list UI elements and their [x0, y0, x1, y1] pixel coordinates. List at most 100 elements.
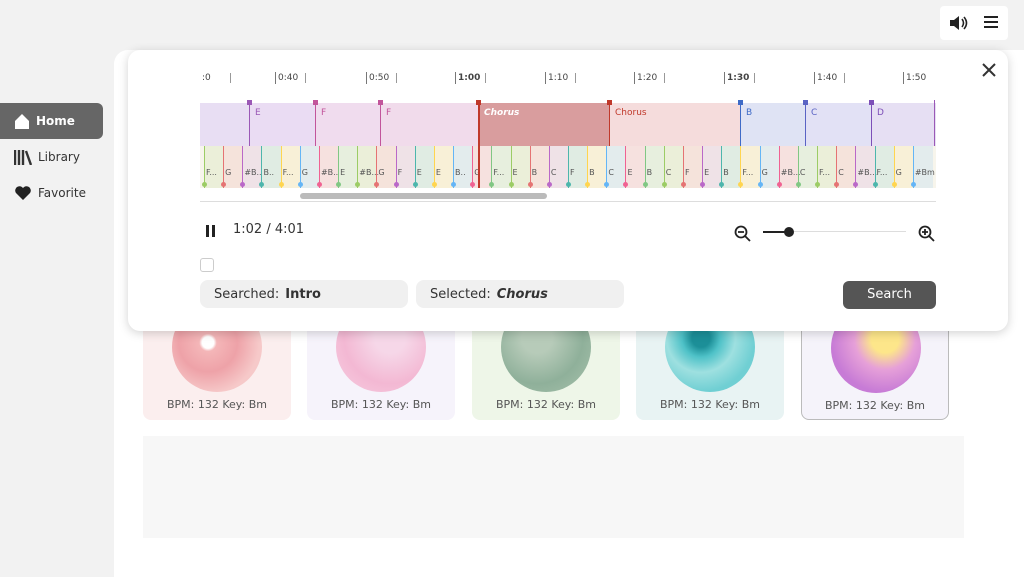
checkbox[interactable] — [200, 258, 214, 272]
chord-dot — [853, 182, 859, 187]
chord-label[interactable]: F... — [493, 168, 505, 177]
section-block[interactable]: Chorus — [478, 103, 609, 146]
chord-bar — [740, 146, 761, 188]
nav-item[interactable]: Library — [0, 139, 103, 175]
section-marker — [313, 100, 318, 105]
chord-dot — [834, 182, 840, 187]
chord-dot — [240, 182, 246, 187]
section-block[interactable]: F — [315, 103, 380, 146]
zoom-in[interactable] — [918, 225, 936, 247]
chord-label[interactable]: #B... — [780, 168, 801, 177]
chord-bar — [357, 146, 378, 188]
chord-label[interactable]: C — [838, 168, 844, 177]
player-modal: :0 0:40 0:50 1:00 1:10 1:20 1:30 1:40 1:50 E F F Cho… — [128, 50, 1008, 331]
chord-label[interactable]: F — [684, 168, 690, 177]
song-caption: BPM: 132 Key: Bm — [167, 398, 267, 411]
chord-dot — [642, 182, 648, 187]
chord-bar — [204, 146, 225, 188]
chord-label[interactable]: E — [627, 168, 633, 177]
zoom-knob[interactable] — [784, 227, 794, 237]
chord-label[interactable]: E — [704, 168, 710, 177]
chord-label[interactable]: C — [665, 168, 672, 177]
song-card[interactable]: BPM: 132 Key: Bm — [801, 303, 949, 420]
section-block[interactable]: Chorus — [609, 103, 740, 146]
song-card[interactable]: BPM: 132 Key: Bm — [472, 302, 620, 420]
chord-label[interactable]: F... — [876, 168, 888, 177]
chord-label[interactable]: #Bm — [914, 168, 935, 177]
chord-label[interactable]: #B... — [857, 168, 878, 177]
minor-tick — [754, 73, 755, 83]
chord-label[interactable]: B.. — [455, 168, 466, 177]
chord-label[interactable]: G — [895, 168, 902, 177]
nav-item[interactable]: Home — [0, 103, 103, 139]
chord-label[interactable]: F — [570, 168, 575, 177]
chord-label[interactable]: B — [589, 168, 595, 177]
chord-bar — [682, 146, 704, 188]
chord-dot — [374, 182, 380, 187]
chord-label[interactable]: C — [799, 168, 806, 177]
volume-icon[interactable] — [948, 14, 968, 32]
searched-value: Intro — [285, 286, 321, 302]
section-block[interactable]: E — [249, 103, 315, 146]
chord-label[interactable]: C — [550, 168, 557, 177]
chord-dot — [527, 182, 533, 187]
chord-label[interactable]: B — [646, 168, 653, 177]
time-tick: 1:30 — [724, 72, 749, 84]
zoom-out[interactable] — [734, 225, 752, 247]
chord-label[interactable]: B.. — [263, 168, 275, 177]
time-tick: 1:40 — [814, 72, 837, 84]
nav-label: Favorite — [38, 186, 86, 200]
search-button[interactable]: Search — [843, 281, 936, 309]
chord-label[interactable]: G — [378, 168, 385, 177]
chord-label[interactable]: F... — [206, 168, 217, 177]
section-marker — [934, 100, 939, 146]
chord-label[interactable]: #B.. — [320, 168, 339, 177]
zoom-track — [763, 231, 906, 232]
chord-label[interactable]: F... — [742, 168, 754, 177]
chord-dot — [221, 182, 227, 187]
song-card[interactable]: BPM: 132 Key: Bm — [636, 302, 784, 420]
time-tick: 0:50 — [366, 72, 389, 84]
section-block[interactable]: D — [871, 103, 936, 146]
minor-tick — [485, 73, 486, 83]
chord-bar — [721, 146, 742, 188]
chord-label[interactable]: E — [416, 168, 422, 177]
chord-label[interactable]: B — [531, 168, 538, 177]
chord-label[interactable]: G — [225, 168, 232, 177]
nav-item[interactable]: Favorite — [0, 175, 103, 211]
chord-label[interactable]: G — [301, 168, 308, 177]
pause-button[interactable] — [205, 223, 217, 242]
menu-icon[interactable] — [983, 15, 999, 29]
chord-bar — [491, 146, 512, 188]
chord-bar — [797, 146, 819, 188]
close-button[interactable] — [981, 62, 997, 78]
chord-bar — [318, 146, 340, 188]
chord-dot — [259, 182, 265, 187]
chord-bar — [568, 146, 589, 188]
section-marker — [738, 100, 743, 105]
chord-label[interactable]: E — [435, 168, 441, 177]
section-block[interactable]: C — [805, 103, 871, 146]
chord-strip: F...G#B..B..F...G#B..E#B...GFEEB..GF...E… — [200, 146, 936, 188]
song-card[interactable]: BPM: 132 Key: Bm — [307, 302, 455, 420]
chord-label[interactable]: #B.. — [244, 168, 262, 177]
chord-label[interactable]: E — [340, 168, 346, 177]
chord-label[interactable]: E — [512, 168, 518, 177]
chord-dot — [623, 182, 629, 187]
chord-label[interactable]: F... — [819, 168, 830, 177]
chord-label[interactable]: B — [723, 168, 729, 177]
chord-bar — [453, 146, 474, 188]
chord-dot — [546, 182, 552, 187]
chord-label[interactable]: C — [608, 168, 614, 177]
chord-label[interactable]: F... — [282, 168, 294, 177]
section-block[interactable]: B — [740, 103, 805, 146]
chord-label[interactable]: G — [761, 168, 768, 177]
song-caption: BPM: 132 Key: Bm — [825, 399, 925, 412]
chord-label[interactable]: #B... — [359, 168, 380, 177]
chord-label[interactable]: G — [474, 168, 480, 177]
chord-label[interactable]: F — [397, 168, 403, 177]
song-card[interactable]: BPM: 132 Key: Bm — [143, 302, 291, 420]
searched-field: Searched: Intro — [200, 280, 408, 308]
section-block[interactable]: F — [380, 103, 478, 146]
scroll-thumb[interactable] — [300, 193, 547, 199]
